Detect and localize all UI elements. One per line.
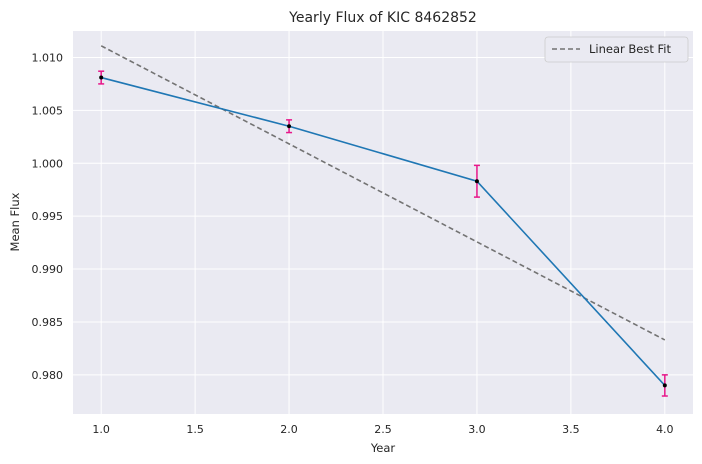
series-line-linear-best-fit: [100, 45, 666, 341]
y-tick-label: 1.000: [32, 157, 64, 170]
y-tick-label: 1.005: [32, 104, 64, 117]
legend-label-linear-best-fit: Linear Best Fit: [589, 42, 671, 56]
series-line-mean-flux: [100, 76, 666, 386]
series-layer: [98, 45, 668, 397]
data-point: [662, 383, 667, 388]
data-point: [474, 179, 479, 184]
x-tick-label: 1.0: [92, 423, 110, 436]
legend-box: [544, 36, 689, 63]
x-tick-label: 1.5: [186, 423, 204, 436]
y-tick-label: 0.985: [32, 316, 64, 329]
chart-title: Yearly Flux of KIC 8462852: [288, 10, 477, 26]
legend: Linear Best Fit: [544, 36, 689, 63]
x-tick-label: 3.0: [468, 423, 486, 436]
x-tick-label: 2.5: [374, 423, 392, 436]
x-tick-label: 3.5: [562, 423, 580, 436]
gridlines: [73, 31, 693, 414]
tick-labels: 1.0 1.5 2.0 2.5 3.0 3.5 4.0 0.980 0.985 0.990 0.99…: [32, 51, 674, 436]
y-tick-label: 0.980: [32, 369, 64, 382]
x-tick-label: 4.0: [656, 423, 674, 436]
y-tick-label: 0.995: [32, 210, 64, 223]
x-tick-label: 2.0: [280, 423, 298, 436]
x-axis-label: Year: [370, 441, 396, 455]
data-point: [99, 75, 104, 80]
y-axis-label: Mean Flux: [8, 192, 22, 251]
data-point: [287, 124, 292, 129]
y-tick-label: 1.010: [32, 51, 64, 64]
y-tick-label: 0.990: [32, 263, 64, 276]
